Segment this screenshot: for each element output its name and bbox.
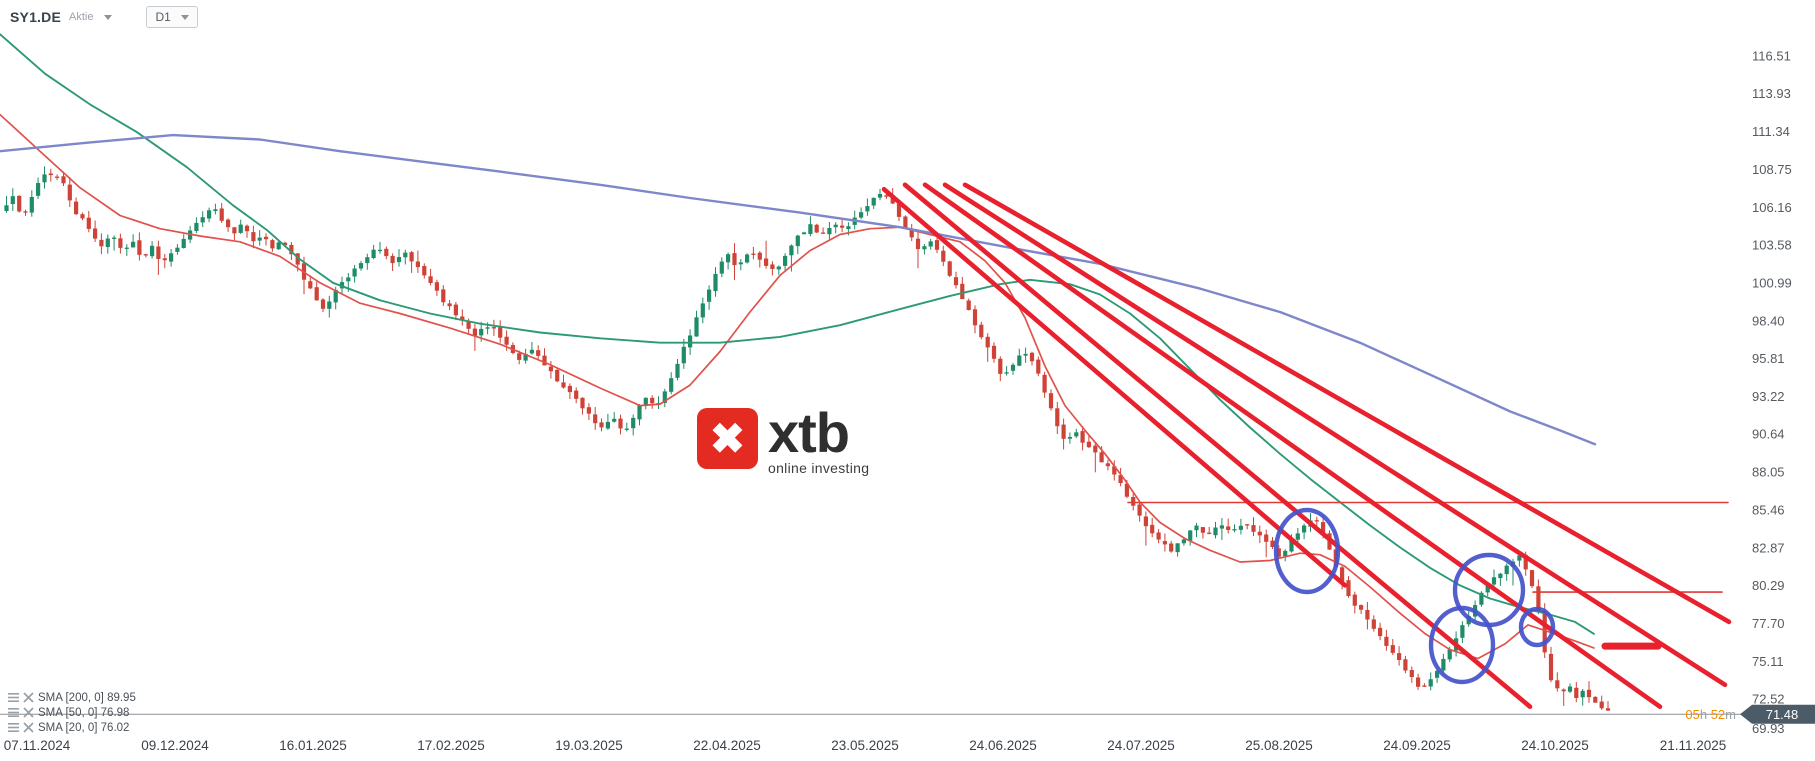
xtb-watermark: ✖ xtb online investing <box>697 401 870 476</box>
chevron-down-icon <box>180 14 189 20</box>
svg-text:24.09.2025: 24.09.2025 <box>1383 738 1451 753</box>
timeframe-selector[interactable]: D1 <box>146 6 198 28</box>
svg-text:98.40: 98.40 <box>1752 313 1785 328</box>
y-axis-labels: 116.51 113.93 111.34 108.75 106.16 103.58 100.… <box>1752 49 1792 737</box>
indicator-settings-icon[interactable] <box>8 707 19 718</box>
x-axis-labels: 07.11.2024 09.12.2024 16.01.2025 17.02.2025… <box>4 738 1727 753</box>
xtb-logo-icon: ✖ <box>697 408 758 469</box>
chart-header: SY1.DE Aktie D1 <box>10 6 198 28</box>
trendline-fan[interactable] <box>881 182 1732 710</box>
svg-text:88.05: 88.05 <box>1752 465 1785 480</box>
svg-text:93.22: 93.22 <box>1752 389 1785 404</box>
legend-value: 76.02 <box>100 721 130 734</box>
svg-text:24.07.2025: 24.07.2025 <box>1107 738 1175 753</box>
svg-text:24.06.2025: 24.06.2025 <box>969 738 1037 753</box>
svg-text:23.05.2025: 23.05.2025 <box>831 738 899 753</box>
legend-value: 76.98 <box>100 706 130 719</box>
indicator-close-icon[interactable] <box>23 692 34 703</box>
xtb-tagline: online investing <box>768 460 870 476</box>
svg-text:75.11: 75.11 <box>1752 654 1784 669</box>
symbol-label: SY1.DE <box>10 9 61 25</box>
svg-text:108.75: 108.75 <box>1752 162 1792 177</box>
svg-text:07.11.2024: 07.11.2024 <box>4 738 71 753</box>
instrument-type-label: Aktie <box>69 11 94 23</box>
indicator-settings-icon[interactable] <box>8 692 19 703</box>
svg-text:80.29: 80.29 <box>1752 578 1785 593</box>
legend-label: SMA [20, 0] <box>38 721 98 734</box>
svg-text:22.04.2025: 22.04.2025 <box>693 738 761 753</box>
svg-text:69.93: 69.93 <box>1752 721 1785 736</box>
legend-value: 89.95 <box>107 691 136 704</box>
svg-text:24.10.2025: 24.10.2025 <box>1521 738 1589 753</box>
annotation-circles[interactable] <box>1273 507 1556 685</box>
svg-text:16.01.2025: 16.01.2025 <box>279 738 347 753</box>
legend-label: SMA [50, 0] <box>38 706 98 719</box>
candle-countdown: 05h 52m <box>1685 707 1736 722</box>
svg-text:90.64: 90.64 <box>1752 427 1785 442</box>
horizontal-level-lines[interactable] <box>1127 501 1729 650</box>
indicator-legend: SMA [200, 0] 89.95 SMA [50, 0] 76.98 SMA… <box>8 690 136 735</box>
svg-text:95.81: 95.81 <box>1752 351 1785 366</box>
xtb-brand-text: xtb <box>768 401 850 464</box>
legend-row-sma50: SMA [50, 0] 76.98 <box>8 705 136 720</box>
svg-text:111.34: 111.34 <box>1752 124 1790 139</box>
svg-text:71.48: 71.48 <box>1766 707 1799 722</box>
sma20-line <box>0 113 1595 660</box>
sma200-line <box>0 133 1597 446</box>
indicator-close-icon[interactable] <box>23 722 34 733</box>
svg-text:21.11.2025: 21.11.2025 <box>1660 738 1727 753</box>
legend-label: SMA [200, 0] <box>38 691 104 704</box>
svg-text:09.12.2024: 09.12.2024 <box>141 738 209 753</box>
svg-text:72.52: 72.52 <box>1752 692 1785 707</box>
svg-text:85.46: 85.46 <box>1752 503 1785 518</box>
indicator-settings-icon[interactable] <box>8 722 19 733</box>
svg-text:82.87: 82.87 <box>1752 540 1785 555</box>
timeframe-value: D1 <box>155 10 171 24</box>
svg-text:19.03.2025: 19.03.2025 <box>555 738 623 753</box>
indicator-close-icon[interactable] <box>23 707 34 718</box>
svg-text:113.93: 113.93 <box>1752 86 1791 101</box>
legend-row-sma200: SMA [200, 0] 89.95 <box>8 690 136 705</box>
svg-text:116.51: 116.51 <box>1752 49 1791 64</box>
svg-text:106.16: 106.16 <box>1752 200 1792 215</box>
sma50-line <box>0 33 1595 635</box>
svg-text:77.70: 77.70 <box>1752 616 1785 631</box>
svg-text:17.02.2025: 17.02.2025 <box>417 738 485 753</box>
svg-text:100.99: 100.99 <box>1752 275 1792 290</box>
chevron-down-icon[interactable] <box>104 14 113 20</box>
last-price-badge: 71.48 <box>1740 704 1815 724</box>
legend-row-sma20: SMA [20, 0] 76.02 <box>8 720 136 735</box>
svg-text:25.08.2025: 25.08.2025 <box>1245 738 1313 753</box>
svg-text:103.58: 103.58 <box>1752 238 1792 253</box>
